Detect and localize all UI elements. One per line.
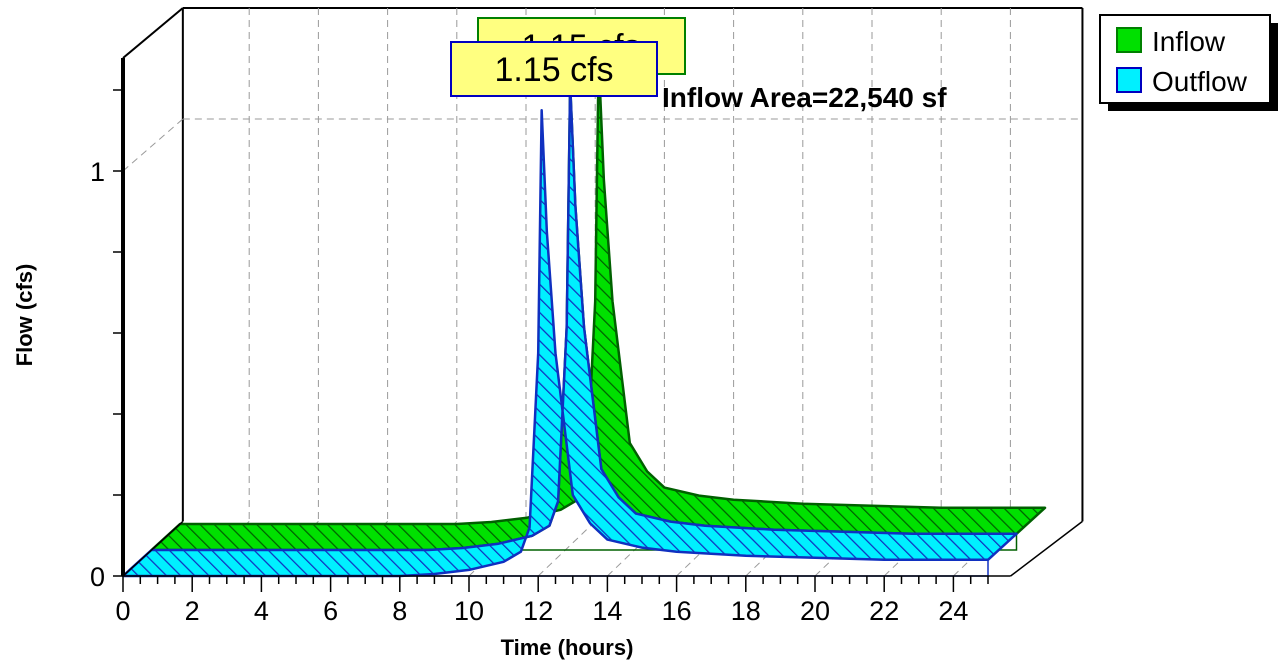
x-tick-label-10: 20	[800, 596, 830, 626]
y-tick-label-0: 0	[90, 562, 105, 592]
x-tick-label-12: 24	[938, 596, 968, 626]
legend: Inflow Outflow	[1099, 14, 1278, 111]
x-tick-label-7: 14	[592, 596, 622, 626]
x-tick-label-2: 4	[254, 596, 269, 626]
outflow-peak-callout: 1.15 cfs	[450, 41, 658, 97]
x-tick-label-0: 0	[115, 596, 130, 626]
y-tick-label-1: 1	[90, 157, 105, 187]
side-grid-y-1	[122, 118, 184, 172]
x-axis-title: Time (hours)	[501, 635, 634, 660]
x-axis-depth-edge	[1010, 520, 1083, 577]
x-tick-label-9: 18	[731, 596, 761, 626]
x-tick-label-3: 6	[323, 596, 338, 626]
x-tick-label-8: 16	[662, 596, 692, 626]
floor-left-edge	[122, 520, 184, 577]
x-tick-label-11: 22	[869, 596, 899, 626]
legend-label-outflow: Outflow	[1152, 66, 1248, 97]
x-tick-label-4: 8	[392, 596, 407, 626]
top-depth-edge	[122, 7, 184, 59]
inflow-area-annotation: Inflow Area=22,540 sf	[662, 82, 947, 113]
x-tick-label-6: 12	[523, 596, 553, 626]
legend-label-inflow: Inflow	[1152, 26, 1226, 57]
x-tick-label-5: 10	[454, 596, 484, 626]
x-tick-label-1: 2	[185, 596, 200, 626]
series-areas	[121, 57, 1047, 578]
legend-swatch-outflow	[1116, 67, 1142, 93]
outflow-peak-label: 1.15 cfs	[494, 51, 613, 89]
plot-frame	[122, 7, 1084, 522]
y-axis-title: Flow (cfs)	[12, 264, 37, 367]
legend-swatch-inflow	[1116, 27, 1142, 53]
floor-grid-6	[537, 521, 596, 577]
